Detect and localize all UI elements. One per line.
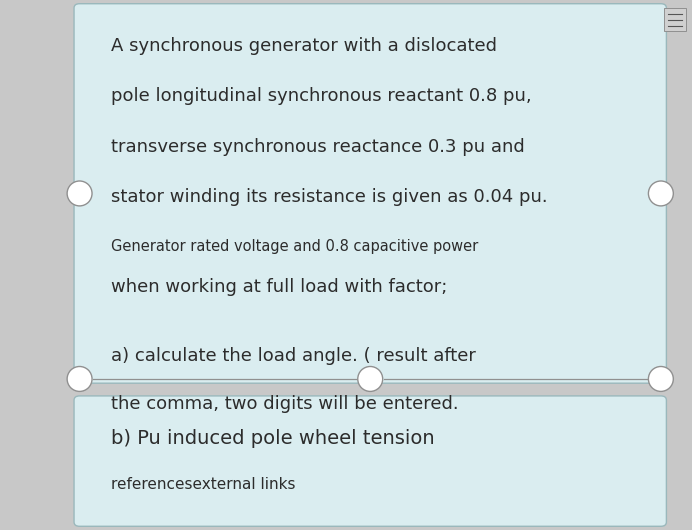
Text: the comma, two digits will be entered.: the comma, two digits will be entered. [111, 395, 458, 413]
Text: A synchronous generator with a dislocated: A synchronous generator with a dislocate… [111, 37, 497, 55]
Ellipse shape [358, 366, 383, 392]
Ellipse shape [67, 366, 92, 392]
Text: a) calculate the load angle. ( result after: a) calculate the load angle. ( result af… [111, 347, 475, 365]
Text: b) Pu induced pole wheel tension: b) Pu induced pole wheel tension [111, 429, 435, 448]
Ellipse shape [67, 181, 92, 206]
Text: when working at full load with factor;: when working at full load with factor; [111, 278, 447, 296]
FancyBboxPatch shape [664, 8, 686, 31]
Text: pole longitudinal synchronous reactant 0.8 pu,: pole longitudinal synchronous reactant 0… [111, 87, 531, 105]
FancyBboxPatch shape [74, 4, 666, 383]
Text: Generator rated voltage and 0.8 capacitive power: Generator rated voltage and 0.8 capaciti… [111, 238, 478, 253]
Ellipse shape [648, 366, 673, 392]
Ellipse shape [648, 181, 673, 206]
Text: referencesexternal links: referencesexternal links [111, 477, 295, 492]
Text: stator winding its resistance is given as 0.04 pu.: stator winding its resistance is given a… [111, 188, 547, 206]
FancyBboxPatch shape [74, 396, 666, 526]
Text: transverse synchronous reactance 0.3 pu and: transverse synchronous reactance 0.3 pu … [111, 138, 525, 156]
